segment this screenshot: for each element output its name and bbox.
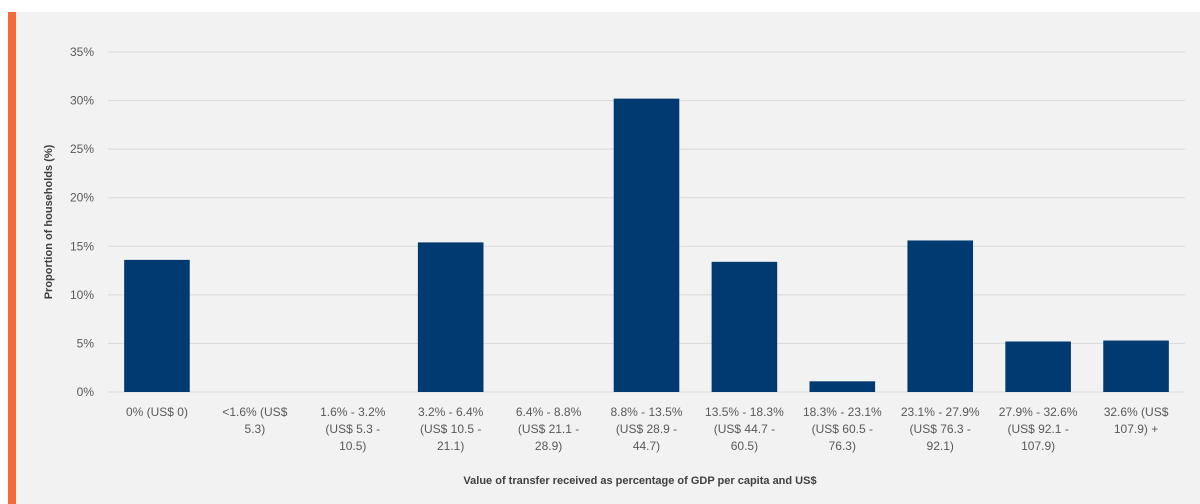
bar — [613, 98, 680, 392]
y-tick-label: 35% — [70, 45, 94, 59]
bar — [417, 242, 484, 392]
bar — [1005, 341, 1071, 392]
x-tick-label-line: 28.9) — [535, 439, 562, 453]
x-tick-label-line: 92.1) — [927, 439, 954, 453]
x-tick-label-line: (US$ 28.9 - — [616, 422, 677, 436]
x-tick-label: 8.8% - 13.5% (US$ 28.9 - 44.7) — [610, 405, 682, 453]
x-tick-label-line: (US$ 44.7 - — [714, 422, 775, 436]
x-tick-label-line: 76.3) — [829, 439, 856, 453]
x-tick-label-line: 8.8% - 13.5% — [610, 405, 682, 419]
x-tick-label: 23.1% - 27.9% (US$ 76.3 - 92.1) — [901, 405, 980, 453]
x-tick-label-line: 6.4% - 8.8% — [516, 405, 582, 419]
x-tick-label-line: 23.1% - 27.9% — [901, 405, 980, 419]
y-tick-label: 15% — [70, 239, 94, 253]
x-tick-label: 3.2% - 6.4% (US$ 10.5 - 21.1) — [418, 405, 484, 453]
x-tick-label-line: 0% (US$ 0) — [126, 405, 188, 419]
x-tick-label: 18.3% - 23.1% (US$ 60.5 - 76.3) — [803, 405, 882, 453]
x-tick-label-line: 3.2% - 6.4% — [418, 405, 484, 419]
x-tick-label-line: <1.6% (US$ — [222, 405, 287, 419]
x-tick-label-line: 44.7) — [633, 439, 660, 453]
x-tick-label: 6.4% - 8.8% (US$ 21.1 - 28.9) — [516, 405, 582, 453]
y-axis-ticks: 0% 5% 10% 15% 20% 25% 30% 35% — [70, 45, 94, 399]
x-tick-label-line: (US$ 60.5 - — [812, 422, 873, 436]
x-tick-label-line: 107.9) + — [1114, 422, 1158, 436]
x-tick-label: 0% (US$ 0) — [126, 405, 188, 419]
x-tick-label-line: (US$ 76.3 - — [910, 422, 971, 436]
x-tick-label-line: (US$ 92.1 - — [1007, 422, 1068, 436]
bar — [124, 259, 190, 392]
x-tick-label-line: (US$ 5.3 - — [325, 422, 380, 436]
y-axis-title: Proportion of households (%) — [43, 144, 55, 299]
x-tick-label-line: 13.5% - 18.3% — [705, 405, 784, 419]
y-tick-label: 0% — [77, 385, 95, 399]
x-tick-label-line: 27.9% - 32.6% — [999, 405, 1078, 419]
bar — [711, 261, 778, 392]
x-tick-label: 32.6% (US$ 107.9) + — [1104, 405, 1169, 436]
accent-bar — [8, 12, 16, 504]
x-tick-label: <1.6% (US$ 5.3) — [222, 405, 287, 436]
x-tick-label-line: 32.6% (US$ — [1104, 405, 1169, 419]
x-tick-label-line: (US$ 10.5 - — [420, 422, 481, 436]
x-tick-label-line: 107.9) — [1021, 439, 1055, 453]
bar — [907, 240, 974, 392]
bars — [124, 98, 1169, 392]
x-tick-label: 13.5% - 18.3% (US$ 44.7 - 60.5) — [705, 405, 784, 453]
chart-panel — [8, 12, 1200, 504]
x-tick-label-line: 5.3) — [245, 422, 266, 436]
y-tick-label: 25% — [70, 142, 94, 156]
x-tick-label-line: 1.6% - 3.2% — [320, 405, 386, 419]
y-tick-label: 10% — [70, 288, 94, 302]
x-tick-label-line: (US$ 21.1 - — [518, 422, 579, 436]
y-tick-label: 20% — [70, 191, 94, 205]
x-axis-ticks: 0% (US$ 0) <1.6% (US$ 5.3) 1.6% - 3.2% (US$ … — [126, 405, 1169, 453]
x-tick-label-line: 10.5) — [339, 439, 366, 453]
x-tick-label-line: 18.3% - 23.1% — [803, 405, 882, 419]
x-tick-label: 27.9% - 32.6% (US$ 92.1 - 107.9) — [999, 405, 1078, 453]
x-tick-label-line: 21.1) — [437, 439, 464, 453]
x-axis-title: Value of transfer received as percentage… — [463, 475, 816, 487]
y-tick-label: 5% — [77, 336, 95, 350]
bar — [1103, 340, 1169, 392]
bar — [809, 381, 876, 392]
x-tick-label: 1.6% - 3.2% (US$ 5.3 - 10.5) — [320, 405, 386, 453]
x-tick-label-line: 60.5) — [731, 439, 758, 453]
y-tick-label: 30% — [70, 94, 94, 108]
